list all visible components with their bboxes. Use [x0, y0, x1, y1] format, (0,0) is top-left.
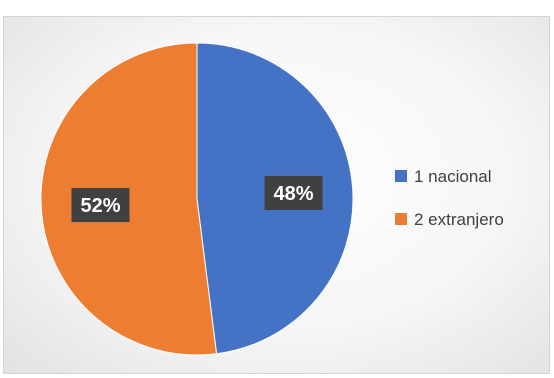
data-label-box-nacional: [264, 175, 323, 210]
data-label-text-extranjero: 52%: [80, 195, 120, 217]
data-label-extranjero: 52%: [71, 188, 130, 223]
data-labels: 48% 52%: [71, 175, 323, 223]
legend-label-extranjero: 2 extranjero: [414, 210, 504, 229]
data-label-nacional: 48%: [264, 175, 323, 210]
legend-swatch-extranjero: [395, 213, 407, 225]
legend: 1 nacional 2 extranjero: [395, 167, 504, 229]
data-label-box-extranjero: [71, 188, 130, 223]
legend-entry-nacional: 1 nacional: [395, 167, 492, 186]
legend-entry-extranjero: 2 extranjero: [395, 210, 504, 229]
data-label-text-nacional: 48%: [274, 183, 314, 205]
legend-swatch-nacional: [395, 170, 407, 182]
legend-label-nacional: 1 nacional: [414, 167, 492, 186]
